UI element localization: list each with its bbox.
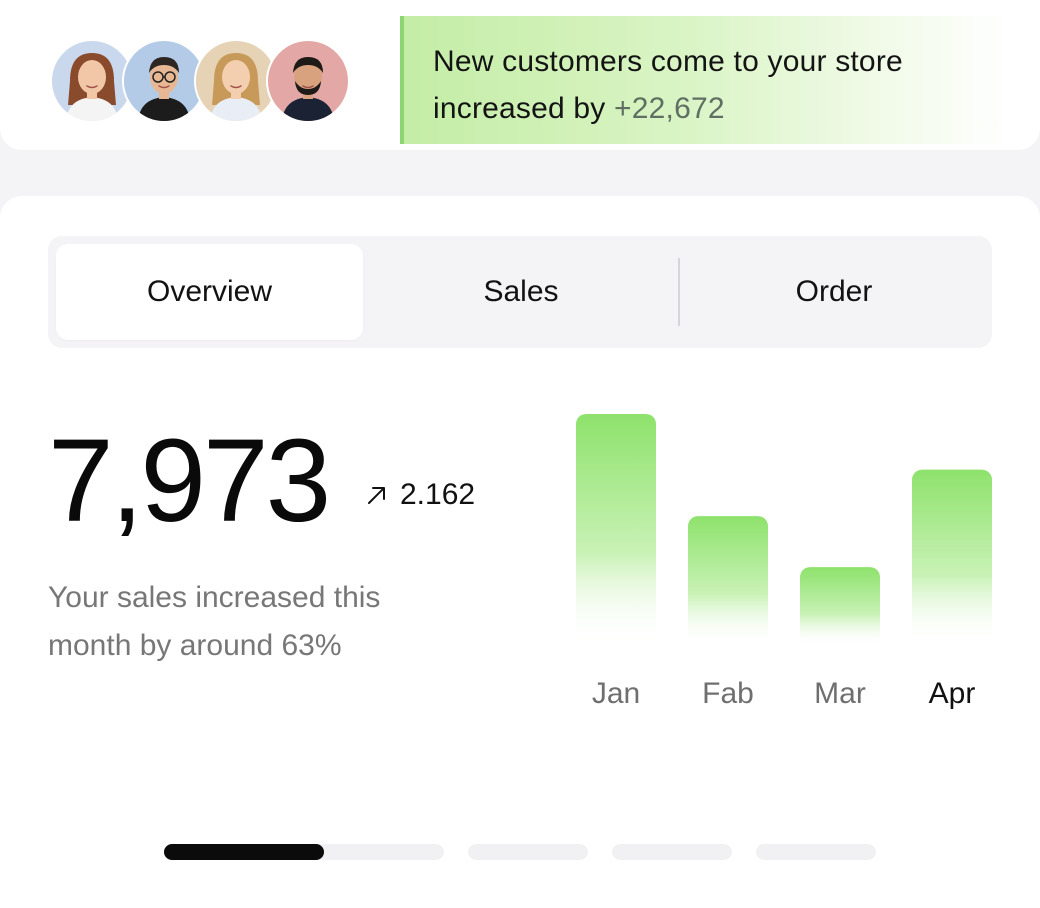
bar-label-mar: Mar: [814, 677, 866, 710]
sales-total-value: 7,973: [48, 415, 331, 547]
bar-apr: [912, 469, 992, 646]
tab-divider: [678, 258, 680, 326]
sales-description: Your sales increased this month by aroun…: [48, 581, 381, 662]
customer-increase-banner: New customers come to your store increas…: [400, 16, 1012, 144]
carousel-pagination: [164, 844, 884, 860]
pager-progress: [164, 844, 324, 860]
tab-sales[interactable]: Sales: [483, 275, 559, 308]
avatar-group: [50, 39, 350, 123]
arrow-up-right-icon: [368, 487, 385, 504]
bar-fab: [688, 516, 768, 646]
notification-card: New customers come to your store increas…: [0, 0, 1040, 150]
sales-delta-value: 2.162: [400, 478, 476, 511]
tab-overview[interactable]: Overview: [56, 244, 363, 340]
pager-segment-2[interactable]: [468, 844, 588, 860]
avatar-woman-curly-hair: [50, 39, 134, 123]
avatar-woman-long-hair: [194, 39, 278, 123]
pager-segment-3[interactable]: [612, 844, 732, 860]
banner-text: New customers come to your store increas…: [433, 45, 903, 125]
sales-overview-card: Overview Sales Order 7,973 2.162 Your sa…: [0, 196, 1040, 908]
tab-order[interactable]: Order: [795, 275, 873, 308]
bar-label-apr: Apr: [929, 677, 976, 710]
chart-canvas: Jan Fab Mar Apr: [576, 414, 992, 710]
bar-jan: [576, 414, 656, 646]
pager-segment-4[interactable]: [756, 844, 876, 860]
banner-message: New customers come to your store increas…: [433, 38, 993, 132]
avatar-man-beard: [266, 39, 350, 123]
bar-label-fab: Fab: [702, 677, 754, 710]
pager-segment-1[interactable]: [164, 844, 444, 860]
banner-highlight-value: +22,672: [614, 92, 725, 125]
bar-label-jan: Jan: [592, 677, 640, 710]
monthly-sales-chart: Jan Fab Mar Apr: [560, 396, 1010, 726]
sales-delta: 2.162: [366, 478, 475, 512]
bar-mar: [800, 567, 880, 646]
tab-bar: Overview Sales Order: [48, 236, 992, 348]
